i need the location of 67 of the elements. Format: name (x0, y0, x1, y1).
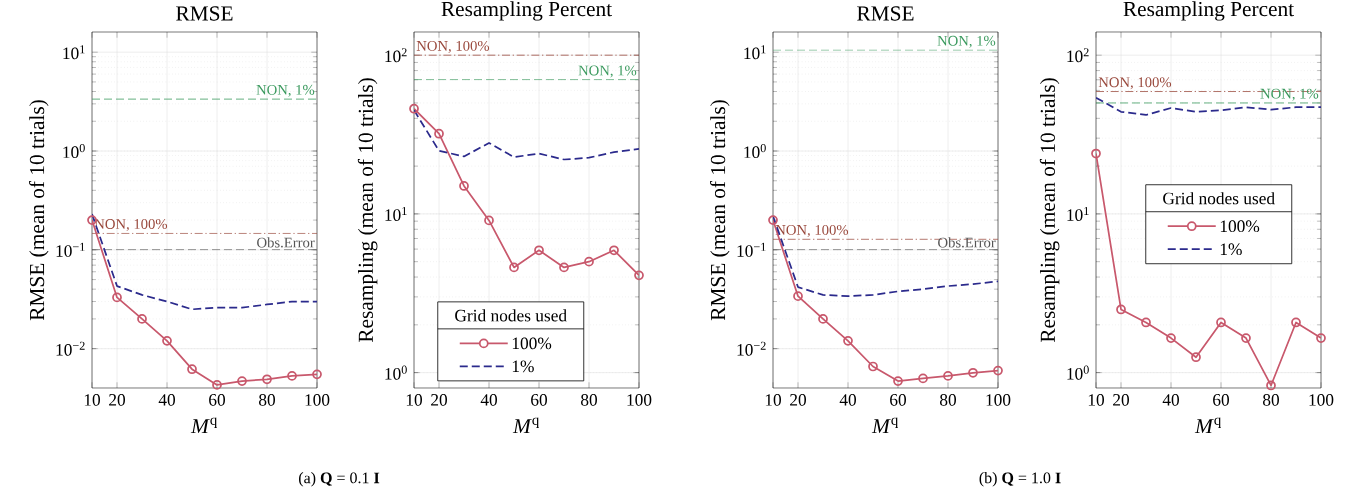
x-axis-title: M$^{q}$ (1194, 417, 1222, 434)
x-tick-label: 40 (1162, 394, 1180, 406)
x-tick-label: 10 (1088, 394, 1105, 406)
ref-line-label: NON, 100% (416, 40, 490, 53)
ref-line-label: NON, 1% (578, 65, 637, 78)
x-tick-label: 10 (406, 394, 423, 406)
y-tick-label: 10$^{2}$ (385, 48, 407, 63)
y-axis-title: Resampling (mean of 10 trials) (357, 78, 378, 343)
ref-line-label: NON, 1% (256, 84, 315, 97)
x-tick-label: 20 (790, 394, 807, 406)
y-axis-title: Resampling (mean of 10 trials) (1039, 78, 1060, 343)
x-axis-title: M$^{q}$ (190, 417, 218, 434)
x-tick-label: 100 (627, 394, 652, 406)
legend-label: 1% (1220, 243, 1242, 256)
ref-line-label: Obs.Error (257, 237, 315, 248)
chart-title: RMSE (857, 6, 914, 21)
x-tick-label: 80 (1263, 394, 1280, 406)
legend-title: Grid nodes used (455, 309, 567, 322)
x-tick-label: 60 (890, 394, 907, 406)
y-tick-label: 10$^{−1}$ (737, 242, 766, 257)
x-tick-label: 100 (305, 394, 330, 406)
x-axis-title: M$^{q}$ (871, 417, 899, 434)
legend-title: Grid nodes used (1163, 192, 1275, 205)
text: (a) Q = 0.1 I (299, 472, 380, 487)
x-tick-label: 100 (1309, 394, 1334, 406)
legend-label: 100% (512, 337, 552, 350)
y-tick-label: 10$^{1}$ (63, 45, 85, 60)
chart-title: Resampling Percent (441, 1, 612, 21)
legend-label: 100% (1220, 220, 1260, 233)
y-tick-label: 10$^{1}$ (385, 206, 407, 221)
x-tick-label: 80 (940, 394, 957, 406)
x-tick-label: 60 (209, 394, 226, 406)
x-tick-label: 40 (480, 394, 498, 406)
y-tick-label: 10$^{0}$ (744, 143, 766, 159)
legend-label: 1% (512, 360, 534, 373)
ref-line-label: NON, 100% (1098, 77, 1172, 90)
x-tick-label: 10 (765, 394, 782, 406)
y-tick-label: 10$^{0}$ (1067, 365, 1089, 380)
ref-line-label: NON, 1% (1260, 88, 1319, 101)
x-tick-label: 20 (431, 394, 448, 406)
x-tick-label: 40 (839, 394, 857, 406)
chart-title: Resampling Percent (1123, 1, 1294, 21)
y-tick-label: 10$^{−2}$ (737, 341, 766, 356)
y-tick-label: 10$^{0}$ (63, 143, 85, 159)
y-tick-label: 10$^{1}$ (744, 45, 766, 60)
x-tick-label: 100 (986, 394, 1011, 406)
y-axis-title: RMSE (mean of 10 trials) (710, 100, 730, 321)
x-tick-label: 20 (109, 394, 126, 406)
x-tick-label: 80 (581, 394, 598, 406)
y-tick-label: 10$^{0}$ (385, 365, 407, 380)
ref-line-label: Obs.Error (938, 237, 996, 248)
ref-line-label: NON, 1% (937, 35, 996, 48)
x-tick-label: 40 (158, 394, 176, 406)
y-tick-label: 10$^{−2}$ (56, 341, 85, 356)
y-tick-label: 10$^{1}$ (1067, 206, 1089, 221)
y-tick-label: 10$^{−1}$ (56, 242, 85, 257)
ref-line-label: NON, 100% (94, 219, 168, 232)
x-tick-label: 60 (531, 394, 548, 406)
x-tick-label: 60 (1213, 394, 1230, 406)
text: (b) Q = 1.0 I (979, 472, 1061, 487)
x-axis-title: M$^{q}$ (512, 417, 540, 434)
y-axis-title: RMSE (mean of 10 trials) (29, 100, 49, 321)
x-tick-label: 10 (84, 394, 101, 406)
y-tick-label: 10$^{2}$ (1067, 48, 1089, 63)
chart-title: RMSE (176, 6, 233, 21)
x-tick-label: 20 (1113, 394, 1130, 406)
x-tick-label: 80 (259, 394, 276, 406)
